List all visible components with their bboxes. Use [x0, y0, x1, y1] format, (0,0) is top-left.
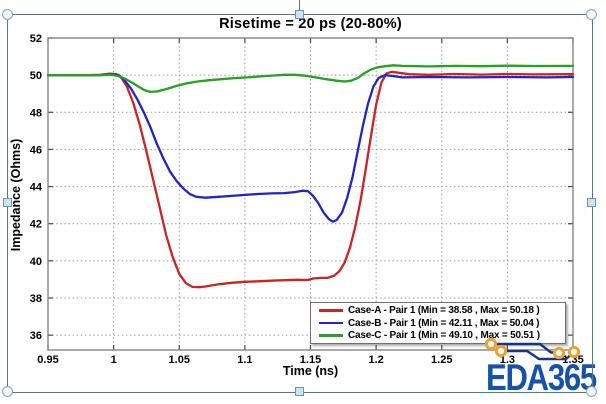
y-tick-label: 40: [30, 256, 42, 268]
series-line-case-a: [46, 70, 575, 289]
x-tick-label: 1.05: [169, 354, 190, 366]
legend-label-case-c: Case-C - Pair 1 (Min = 49.10 , Max = 50.…: [348, 330, 540, 342]
legend-label-case-b: Case-B - Pair 1 (Min = 42.11 , Max = 50.…: [348, 317, 540, 329]
resize-handle-top-center[interactable]: [295, 10, 304, 19]
resize-handle-bottom-right[interactable]: [586, 386, 597, 397]
legend-row-case-c: Case-C - Pair 1 (Min = 49.10 , Max = 50.…: [311, 329, 565, 342]
y-tick-label: 38: [30, 293, 42, 305]
selection-frame[interactable]: [7, 14, 593, 393]
series-line-case-c: [46, 64, 575, 94]
x-tick-label: 0.95: [37, 354, 58, 366]
resize-handle-middle-left[interactable]: [3, 198, 12, 207]
x-tick-label: 1.2: [368, 354, 383, 366]
resize-handle-middle-right[interactable]: [587, 198, 596, 207]
resize-handle-top-right[interactable]: [586, 9, 597, 20]
plot-border: [47, 37, 574, 351]
legend-label-case-a: Case-A - Pair 1 (Min = 38.58 , Max = 50.…: [348, 304, 540, 316]
x-axis-label: Time (ns): [282, 364, 339, 378]
legend-row-case-b: Case-B - Pair 1 (Min = 42.11 , Max = 50.…: [311, 317, 565, 330]
x-tick-label: 1.1: [237, 354, 252, 366]
legend-swatch-case-b: [319, 321, 343, 325]
resize-handle-bottom-center[interactable]: [295, 387, 304, 396]
eda365-logo: EDA365: [486, 357, 597, 398]
chart-title: Risetime = 20 ps (20-80%): [219, 16, 402, 32]
rotation-handle-stem: [299, 0, 300, 14]
resize-handle-top-left[interactable]: [2, 9, 13, 20]
y-tick-label: 50: [30, 70, 42, 82]
x-tick-label: 1.15: [300, 354, 321, 366]
y-tick-label: 42: [30, 219, 42, 231]
y-tick-label: 36: [30, 330, 42, 342]
y-tick-label: 48: [30, 107, 42, 119]
y-tick-label: 52: [30, 33, 42, 45]
legend-swatch-case-c: [319, 334, 343, 337]
series-line-case-b: [46, 73, 575, 223]
legend-swatch-case-a: [319, 309, 343, 312]
x-tick-label: 1.25: [431, 354, 452, 366]
legend-row-case-a: Case-A - Pair 1 (Min = 38.58 , Max = 50.…: [311, 304, 565, 317]
y-tick-label: 46: [30, 144, 42, 156]
x-tick-label: 1: [111, 354, 117, 366]
y-tick-label: 44: [30, 182, 43, 194]
resize-handle-bottom-left[interactable]: [2, 386, 13, 397]
legend-box: Case-A - Pair 1 (Min = 38.58 , Max = 50.…: [310, 302, 566, 344]
